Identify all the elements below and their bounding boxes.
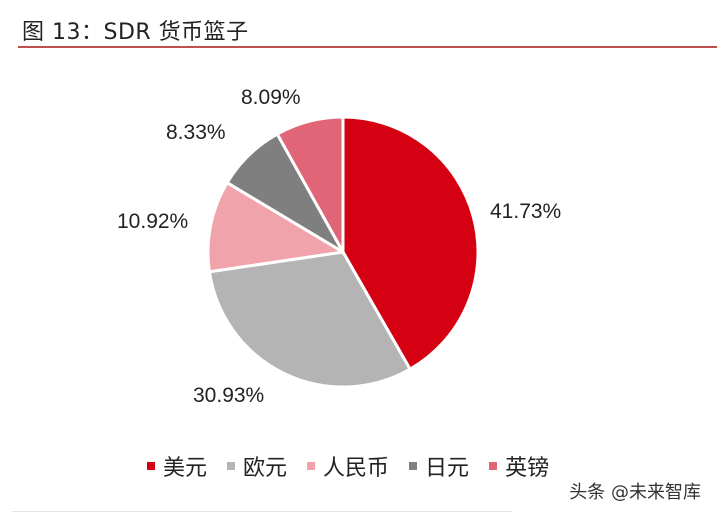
slice-label-gbp: 8.09% xyxy=(241,86,301,109)
slice-label-cny: 10.92% xyxy=(117,210,189,233)
legend-item-jpy: 日元 xyxy=(409,450,469,482)
legend-label-usd: 美元 xyxy=(163,456,208,481)
legend-swatch-cny xyxy=(307,462,316,470)
slice-label-eur: 30.93% xyxy=(193,384,265,407)
legend-label-jpy: 日元 xyxy=(425,456,470,481)
chart-legend: 美元 欧元 人民币 日元 英镑 xyxy=(147,450,569,482)
legend-label-cny: 人民币 xyxy=(323,456,390,481)
title-divider xyxy=(18,46,717,48)
legend-swatch-eur xyxy=(227,462,236,470)
legend-item-gbp: 英镑 xyxy=(489,450,549,482)
legend-label-gbp: 英镑 xyxy=(505,456,550,481)
slice-label-jpy: 8.33% xyxy=(166,121,226,144)
chart-title: 图 13：SDR 货币篮子 xyxy=(22,20,249,45)
legend-swatch-jpy xyxy=(409,462,418,470)
legend-swatch-usd xyxy=(147,462,155,470)
legend-item-usd: 美元 xyxy=(147,450,207,482)
pie-slice-gbp xyxy=(275,115,345,254)
legend-item-eur: 欧元 xyxy=(227,450,287,482)
watermark: 头条 @未来智库 xyxy=(569,482,701,503)
bottom-divider xyxy=(12,511,512,512)
legend-label-eur: 欧元 xyxy=(243,456,288,481)
legend-item-cny: 人民币 xyxy=(307,450,389,482)
legend-swatch-gbp xyxy=(489,462,498,470)
pie-slice-usd xyxy=(341,115,480,371)
pie-slice-eur xyxy=(207,250,412,389)
slice-label-usd: 41.73% xyxy=(490,200,562,223)
pie-slice-cny xyxy=(206,181,345,274)
